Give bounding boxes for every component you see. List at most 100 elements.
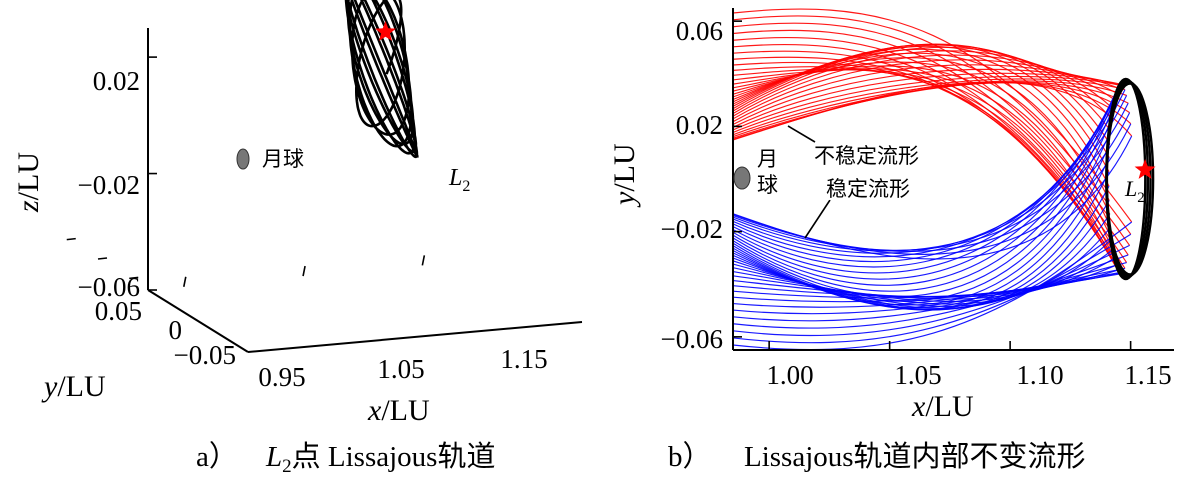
panel-b-stable-manifold-line-2 xyxy=(733,112,1131,252)
panel-b-unstable-manifold-line-34 xyxy=(733,15,1132,235)
panel-b-stable-manifold-line-28 xyxy=(733,273,1122,303)
panel-a-l2-label: L2 xyxy=(448,165,470,195)
panel-b-ticks xyxy=(733,20,1132,350)
panel-a-xtick-1: 1.05 xyxy=(377,354,424,384)
panel-b-stable-manifold-line-9 xyxy=(733,87,1119,274)
panel-a-ticks xyxy=(66,56,426,291)
panel-a-y-axis xyxy=(147,289,249,353)
panel-b: 0.06 0.02 −0.02 −0.06 1.00 1.05 1.10 1.1… xyxy=(608,8,1174,473)
panel-a-ztick-0: 0.02 xyxy=(93,66,140,96)
panel-b-unstable-manifold-line-35 xyxy=(733,8,1133,223)
panel-b-unstable-manifold-line-31 xyxy=(733,36,1128,263)
panel-b-moon-marker xyxy=(733,166,751,190)
panel-a-ytick-mark-0 xyxy=(66,237,76,241)
panel-a: 0.02 −0.02 −0.06 0.05 0 −0.05 0.95 1.05 … xyxy=(12,0,583,477)
panel-b-unstable-manifold-line-21 xyxy=(733,61,1112,228)
panel-b-unstable-manifold-line-22 xyxy=(733,65,1113,240)
panel-b-unstable-manifold-line-19 xyxy=(733,52,1110,201)
panel-a-ytick-mark-2 xyxy=(129,276,139,280)
panel-b-stable-manifold-line-1 xyxy=(733,123,1132,255)
panel-b-unstable-manifold-line-10 xyxy=(733,59,1117,120)
panel-a-ytick-1: 0 xyxy=(169,315,183,345)
panel-a-moon-marker xyxy=(236,148,250,170)
panel-b-unstable-manifold-line-14 xyxy=(733,44,1112,132)
panel-b-stable-manifold-line-20 xyxy=(733,213,1111,309)
panel-b-orbit-series xyxy=(1105,77,1155,281)
panel-b-xtick-0: 1.00 xyxy=(766,360,813,390)
panel-a-ytick-0: 0.05 xyxy=(95,296,142,326)
panel-a-ztick-1: −0.02 xyxy=(78,170,140,200)
panel-b-stable-manifold-line-32 xyxy=(733,254,1129,329)
panel-a-orbit-series xyxy=(344,0,419,159)
panel-a-xlabel: x/LU xyxy=(367,394,430,427)
panel-b-unstable-manifold-line-13 xyxy=(733,46,1113,120)
panel-b-unstable-leader xyxy=(787,125,816,143)
panel-b-unstable-manifold-series xyxy=(733,8,1133,274)
panel-b-unstable-manifold-line-16 xyxy=(733,43,1110,158)
panel-a-xtick-2: 1.15 xyxy=(500,344,547,374)
panel-b-xtick-3: 1.15 xyxy=(1124,360,1171,390)
panel-b-moon-label-1: 月 xyxy=(757,147,778,171)
panel-a-ylabel: y/LU xyxy=(41,370,106,403)
panel-b-stable-manifold-line-11 xyxy=(733,99,1115,286)
panel-a-xtick-mark-0 xyxy=(183,276,187,287)
panel-b-xtick-2: 1.10 xyxy=(1016,360,1063,390)
panel-b-ylabel: y/LU xyxy=(608,143,641,208)
panel-b-unstable-manifold-line-32 xyxy=(733,29,1129,256)
panel-b-caption-label: b） xyxy=(668,441,712,473)
panel-a-moon-label: 月球 xyxy=(262,147,304,171)
panel-b-stable-manifold-line-10 xyxy=(733,92,1117,280)
panel-b-stable-manifold-line-30 xyxy=(733,267,1126,315)
panel-b-orbit-loop-3 xyxy=(1105,82,1155,276)
panel-b-stable-label-bg xyxy=(822,178,910,200)
panel-a-ztick-2: −0.06 xyxy=(78,272,140,302)
panel-a-ytick-mark-1 xyxy=(97,257,108,260)
panel-b-caption: Lissajous轨道内部不变流形 xyxy=(744,440,1086,473)
panel-a-caption: L2点 Lissajous轨道 xyxy=(265,440,495,477)
panel-b-unstable-manifold-line-3 xyxy=(733,81,1129,138)
panel-b-xtick-1: 1.05 xyxy=(894,360,941,390)
panel-b-ytick-1: 0.02 xyxy=(676,110,723,140)
panel-b-stable-manifold-line-14 xyxy=(733,130,1112,302)
panel-b-stable-leader xyxy=(804,199,831,239)
panel-b-moon-label-2: 球 xyxy=(757,173,778,197)
panel-b-ytick-3: −0.06 xyxy=(661,324,723,354)
panel-a-l2-star xyxy=(375,21,396,41)
panel-b-stable-manifold-line-12 xyxy=(733,108,1114,292)
panel-b-unstable-manifold-line-28 xyxy=(733,56,1122,274)
panel-b-stable-manifold-line-18 xyxy=(733,185,1110,311)
panel-b-unstable-manifold-line-11 xyxy=(733,54,1115,118)
panel-b-stable-manifold-line-31 xyxy=(733,262,1127,322)
panel-b-l2-label: L2 xyxy=(1124,176,1145,206)
panel-a-orbit-line xyxy=(344,0,419,159)
panel-b-unstable-label: 不稳定流形 xyxy=(814,144,919,168)
panel-b-unstable-manifold-line-18 xyxy=(733,48,1110,187)
panel-b-stable-manifold-line-35 xyxy=(733,221,1133,350)
panel-b-l2-star xyxy=(1134,159,1156,179)
panel-b-stable-manifold-line-8 xyxy=(733,84,1121,268)
panel-b-xlabel: x/LU xyxy=(911,390,974,423)
panel-a-caption-label: a） xyxy=(196,441,238,473)
panel-b-unstable-label-bg xyxy=(812,146,920,168)
panel-b-stable-manifold-line-15 xyxy=(733,143,1111,306)
panel-b-ytick-0: 0.06 xyxy=(676,16,723,46)
panel-b-stable-manifold-line-13 xyxy=(733,118,1113,298)
panel-a-ytick-2: −0.05 xyxy=(174,340,236,370)
panel-b-stable-manifold-line-19 xyxy=(733,200,1110,311)
panel-a-xtick-0: 0.95 xyxy=(258,362,305,392)
panel-b-ytick-2: −0.02 xyxy=(661,214,723,244)
panel-a-x-axis xyxy=(247,321,583,353)
panel-b-unstable-manifold-line-23 xyxy=(733,68,1114,250)
panel-a-xtick-mark-2 xyxy=(421,255,426,266)
panel-b-stable-manifold-series xyxy=(733,84,1133,350)
panel-b-stable-label: 稳定流形 xyxy=(826,177,910,201)
panel-b-stable-manifold-line-33 xyxy=(733,244,1130,337)
panel-b-unstable-manifold-line-5 xyxy=(733,78,1126,134)
panel-a-xtick-mark-1 xyxy=(302,265,306,277)
panel-b-unstable-manifold-line-12 xyxy=(733,50,1114,115)
panel-a-zlabel: z/LU xyxy=(12,152,45,213)
panel-b-stable-manifold-line-29 xyxy=(733,271,1124,308)
panel-b-unstable-manifold-line-29 xyxy=(733,50,1124,273)
